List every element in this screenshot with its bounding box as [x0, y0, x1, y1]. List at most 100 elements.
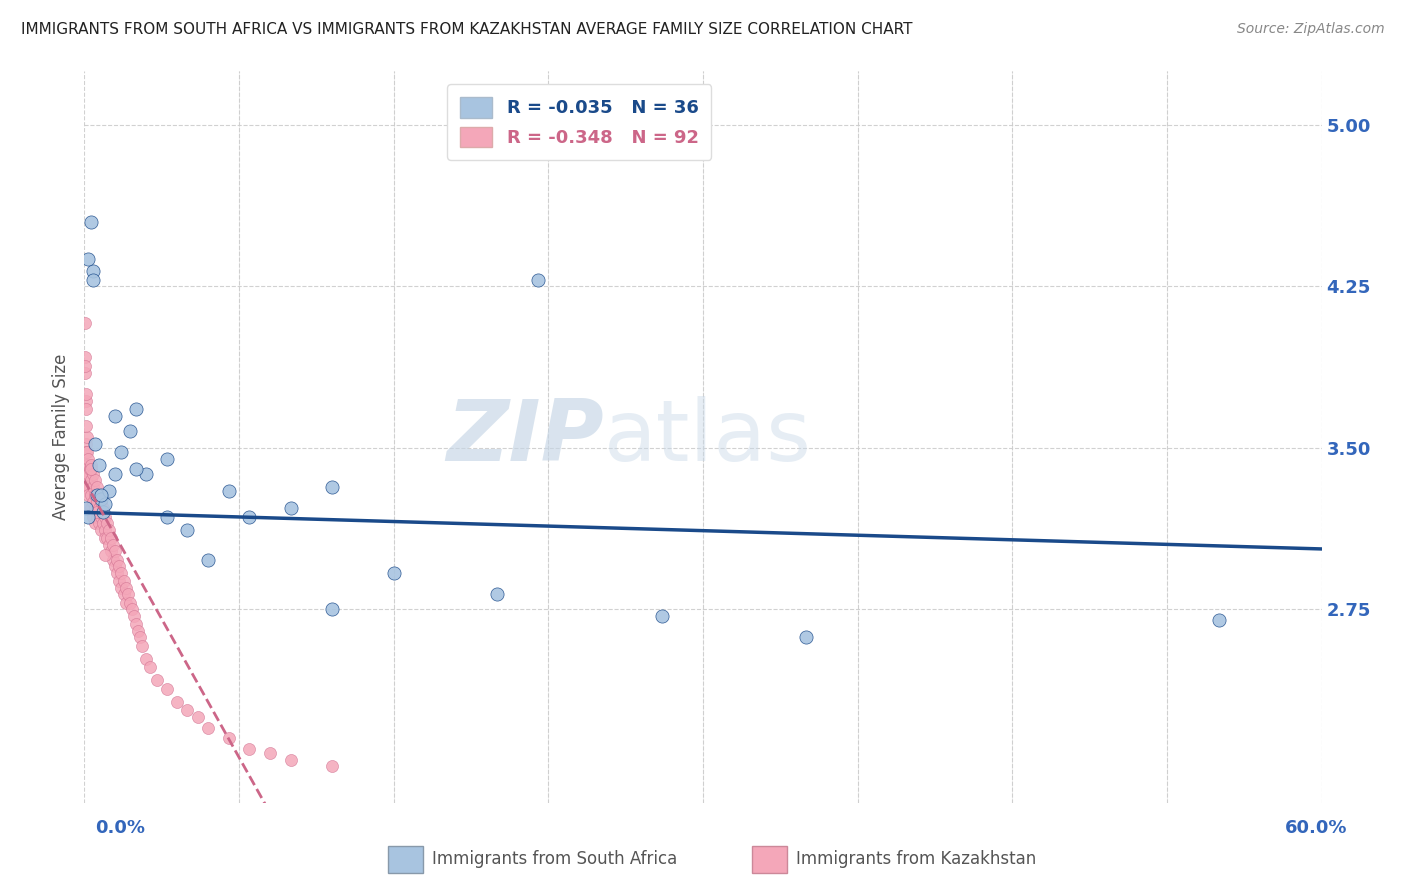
Point	[73, 316, 96, 330]
Point	[122, 608, 145, 623]
Point	[76, 430, 98, 444]
Point	[112, 587, 135, 601]
Point	[104, 559, 127, 574]
Point	[91, 501, 114, 516]
Point	[79, 462, 101, 476]
Point	[112, 574, 135, 589]
Point	[75, 501, 97, 516]
Text: Immigrants from Kazakhstan: Immigrants from Kazakhstan	[796, 849, 1036, 868]
Point	[125, 402, 148, 417]
Text: Source: ZipAtlas.com: Source: ZipAtlas.com	[1237, 22, 1385, 37]
Point	[79, 458, 101, 472]
Point	[118, 596, 141, 610]
Point	[79, 215, 101, 229]
Point	[121, 602, 143, 616]
Point	[77, 252, 100, 266]
Point	[527, 273, 550, 287]
Point	[197, 721, 219, 735]
Legend: R = -0.035   N = 36, R = -0.348   N = 92: R = -0.035 N = 36, R = -0.348 N = 92	[447, 84, 711, 160]
Point	[197, 552, 219, 566]
Point	[280, 501, 302, 516]
Point	[108, 559, 131, 574]
Point	[77, 501, 100, 516]
Point	[96, 516, 118, 530]
Point	[127, 624, 149, 638]
Point	[83, 473, 105, 487]
Point	[110, 445, 132, 459]
Point	[75, 393, 97, 408]
Point	[114, 581, 136, 595]
Point	[131, 639, 153, 653]
Point	[125, 617, 148, 632]
Point	[83, 436, 105, 450]
Point	[280, 753, 302, 767]
Point	[135, 651, 157, 665]
Point	[187, 710, 209, 724]
Point	[86, 479, 108, 493]
Point	[103, 538, 125, 552]
Point	[238, 509, 260, 524]
Point	[108, 574, 131, 589]
Point	[139, 660, 162, 674]
Point	[79, 473, 101, 487]
Text: Immigrants from South Africa: Immigrants from South Africa	[433, 849, 678, 868]
Point	[86, 509, 108, 524]
Point	[77, 467, 100, 481]
Point	[82, 494, 104, 508]
Point	[79, 488, 101, 502]
Point	[94, 531, 117, 545]
Point	[238, 742, 260, 756]
Point	[91, 505, 114, 519]
Point	[485, 587, 508, 601]
Point	[87, 516, 110, 530]
Point	[90, 488, 112, 502]
Point	[110, 581, 132, 595]
Point	[77, 488, 100, 502]
Point	[321, 479, 343, 493]
Point	[176, 523, 198, 537]
Point	[90, 494, 112, 508]
Point	[104, 544, 127, 558]
Point	[87, 488, 110, 502]
Text: IMMIGRANTS FROM SOUTH AFRICA VS IMMIGRANTS FROM KAZAKHSTAN AVERAGE FAMILY SIZE C: IMMIGRANTS FROM SOUTH AFRICA VS IMMIGRAN…	[21, 22, 912, 37]
Point	[76, 445, 98, 459]
Point	[110, 566, 132, 580]
Text: 0.0%: 0.0%	[96, 819, 146, 837]
Point	[118, 424, 141, 438]
Point	[86, 505, 108, 519]
Point	[321, 759, 343, 773]
Point	[100, 531, 122, 545]
Point	[156, 451, 179, 466]
Point	[79, 462, 101, 476]
Point	[76, 458, 98, 472]
Y-axis label: Average Family Size: Average Family Size	[52, 354, 70, 520]
Point	[73, 351, 96, 365]
Point	[98, 483, 121, 498]
Point	[103, 552, 125, 566]
Point	[129, 630, 152, 644]
Point	[382, 566, 405, 580]
Point	[75, 387, 97, 401]
Text: atlas: atlas	[605, 395, 813, 479]
Text: 60.0%: 60.0%	[1285, 819, 1347, 837]
Point	[94, 549, 117, 563]
Point	[98, 523, 121, 537]
Bar	[388, 847, 422, 873]
Point	[94, 523, 117, 537]
Point	[82, 509, 104, 524]
Point	[83, 516, 105, 530]
Point	[218, 483, 240, 498]
Point	[104, 409, 127, 423]
Point	[75, 458, 97, 472]
Point	[77, 509, 100, 524]
Point	[87, 458, 110, 472]
Point	[82, 479, 104, 493]
Point	[145, 673, 167, 688]
Point	[83, 488, 105, 502]
Point	[90, 492, 112, 507]
Point	[1208, 613, 1230, 627]
Point	[83, 501, 105, 516]
Point	[94, 509, 117, 524]
Point	[75, 436, 97, 450]
Point	[96, 531, 118, 545]
